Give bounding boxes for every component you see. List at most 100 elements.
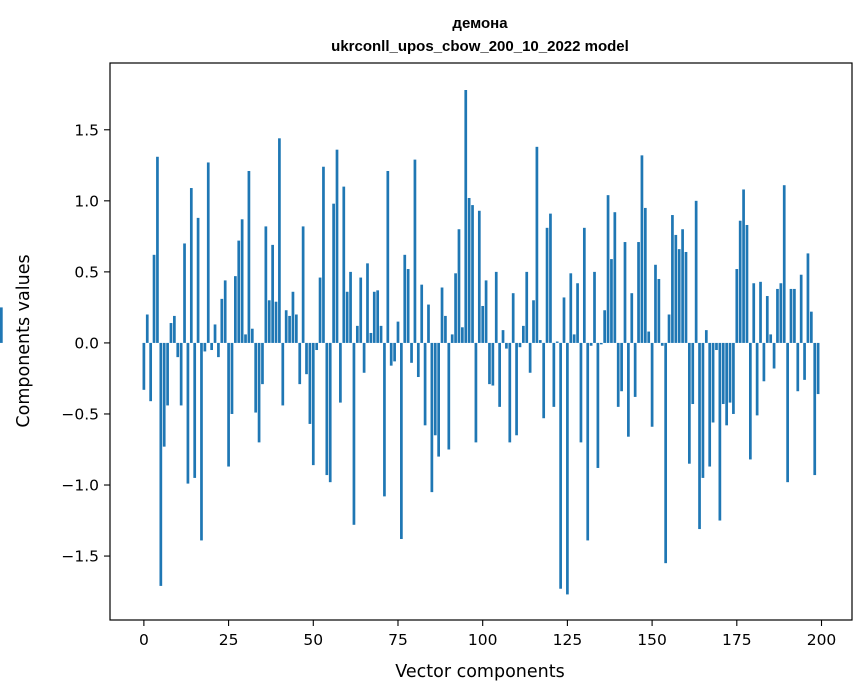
bar-48	[305, 342, 308, 375]
bar-155	[667, 314, 671, 343]
bar-32	[250, 328, 254, 343]
bar-44	[291, 291, 295, 343]
bar-5	[159, 342, 163, 586]
bar-51	[315, 342, 319, 351]
bar-7	[166, 342, 169, 406]
bar-82	[420, 284, 424, 343]
x-tick-label: 100	[468, 631, 498, 649]
bar-34	[257, 342, 261, 443]
bar-63	[355, 325, 359, 343]
bar-149	[647, 331, 651, 343]
bar-33	[254, 342, 258, 413]
bar-192	[793, 288, 796, 343]
bar-35	[261, 342, 264, 385]
bar-84	[427, 304, 430, 343]
bar-97	[471, 205, 474, 343]
bars-layer	[0, 90, 820, 595]
bar-13	[186, 342, 190, 484]
bar-90	[447, 342, 451, 450]
bar-55	[328, 342, 332, 483]
x-tick-label: 0	[139, 631, 149, 649]
bar-196	[806, 253, 810, 343]
y-tick-label: 1.5	[74, 121, 99, 139]
bar-130	[582, 227, 586, 343]
bar-153	[660, 342, 664, 346]
bar-121	[552, 342, 556, 407]
bar-69	[376, 290, 380, 343]
bar-93	[457, 229, 461, 343]
y-tick-label: −1.0	[61, 477, 99, 495]
bar-145	[633, 342, 637, 397]
bar-109	[511, 293, 515, 343]
bar-139	[613, 212, 617, 343]
bar-22	[217, 342, 220, 358]
bar-184	[765, 296, 769, 343]
bar-117	[538, 340, 542, 343]
bar-135	[599, 342, 603, 345]
bar-39	[274, 301, 278, 343]
bar-1	[145, 314, 149, 343]
bar-199	[816, 342, 820, 395]
bar-179	[749, 342, 752, 460]
bar-147	[640, 155, 644, 343]
bar-59	[342, 186, 346, 343]
x-tick-label: 125	[553, 631, 583, 649]
bar-47	[301, 226, 305, 343]
bar-172	[725, 342, 728, 426]
bar-187	[776, 288, 779, 343]
bar-175	[735, 269, 739, 343]
bar-3	[152, 254, 156, 343]
x-axis-label: Vector components	[395, 662, 564, 682]
bar-183	[762, 342, 766, 382]
bar-194	[799, 274, 803, 343]
bar-73	[389, 342, 393, 366]
bar-152	[657, 278, 661, 343]
bar-110	[515, 342, 518, 436]
bar-104	[494, 271, 498, 343]
bar-154	[664, 342, 668, 564]
bar-78	[406, 269, 410, 343]
bar-98	[474, 342, 478, 443]
bar-50	[311, 342, 315, 466]
x-tick-label: 175	[722, 631, 752, 649]
bar-168	[711, 342, 715, 423]
bar-11	[179, 342, 183, 406]
bar-164	[698, 342, 701, 530]
bar-195	[803, 342, 806, 380]
bar-132	[589, 342, 593, 346]
y-axis-label: Components values	[14, 254, 34, 427]
bar-198	[813, 342, 817, 476]
bar-83	[423, 342, 427, 426]
plot-area-frame	[109, 62, 853, 621]
bar-27	[234, 276, 237, 343]
bar-120	[549, 213, 552, 343]
bar-161	[688, 342, 691, 464]
bar-96	[467, 197, 471, 343]
bar-68	[372, 291, 376, 343]
bar-26	[230, 342, 234, 414]
bar-67	[369, 332, 373, 343]
bar-31	[247, 170, 251, 343]
bar-77	[403, 254, 407, 343]
bar-176	[738, 220, 742, 343]
bar-125	[566, 342, 569, 595]
bar-23	[220, 298, 224, 343]
bar-92	[454, 273, 457, 343]
bar-166	[704, 330, 708, 343]
bar-148	[643, 207, 647, 343]
chart-title: демона	[452, 15, 508, 32]
bar-79	[410, 342, 413, 363]
bar-150	[650, 342, 654, 427]
bar-100	[481, 305, 485, 343]
bar-190	[786, 342, 789, 483]
bar-180	[752, 283, 756, 343]
bar-94	[461, 327, 464, 343]
bar-18	[203, 342, 207, 352]
bar-113	[525, 271, 529, 343]
bar-53	[322, 166, 325, 343]
bar-0	[142, 342, 146, 390]
bar-144	[630, 293, 634, 343]
bar-105	[498, 342, 501, 407]
bar-28	[237, 240, 241, 343]
